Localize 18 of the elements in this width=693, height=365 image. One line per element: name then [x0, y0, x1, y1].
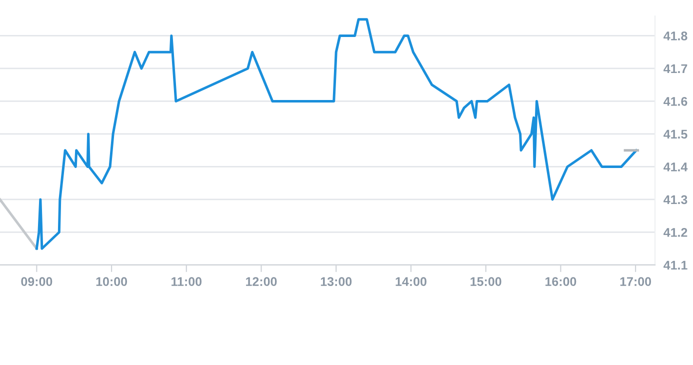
x-tick-label: 11:00	[172, 277, 202, 286]
x-tick-label: 09:00	[21, 277, 52, 286]
line-series	[35, 18, 638, 250]
y-tick-label: 41.1	[664, 260, 688, 270]
y-tick-label: 41.6	[664, 97, 688, 106]
y-tick-label: 41.5	[664, 130, 688, 139]
x-tick-label: 15:00	[470, 277, 502, 286]
y-tick-label: 41.7	[664, 64, 688, 73]
y-tick-label: 41.4	[664, 162, 688, 172]
x-tick-label: 17:00	[620, 277, 652, 286]
x-tick-label: 13:00	[320, 277, 352, 286]
y-tick-label: 41.2	[664, 228, 688, 237]
y-tick-label: 41.3	[664, 195, 688, 204]
x-tick-label: 10:00	[96, 277, 128, 286]
x-tick-label: 14:00	[396, 277, 426, 286]
x-tick-label: 16:00	[545, 277, 576, 286]
x-tick-label: 12:00	[246, 277, 277, 286]
y-tick-label: 41.8	[664, 32, 688, 40]
